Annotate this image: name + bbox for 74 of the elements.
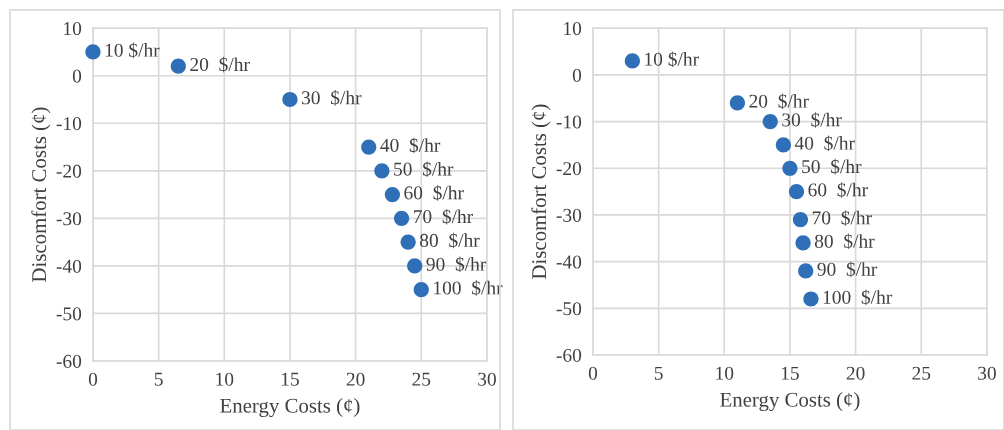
y-tick-label: -40 bbox=[56, 259, 82, 273]
y-tick-label: -20 bbox=[556, 162, 582, 176]
x-tick-label: 25 bbox=[912, 366, 931, 380]
annotation: 80 $/hr bbox=[814, 233, 875, 250]
x-tick-label: 5 bbox=[154, 372, 163, 386]
annotation: 50 $/hr bbox=[394, 161, 454, 177]
y-tick-label: -10 bbox=[556, 115, 582, 129]
annotation: 70 $/hr bbox=[413, 208, 474, 225]
y-tick-label: 10 bbox=[564, 22, 582, 36]
x-tick-label: 10 bbox=[716, 366, 734, 380]
point bbox=[795, 235, 811, 251]
y-tick-label: -30 bbox=[556, 208, 582, 222]
point bbox=[400, 234, 416, 250]
annotation: 70 $/hr bbox=[812, 210, 872, 226]
point bbox=[798, 263, 814, 279]
y-tick-label: -50 bbox=[56, 307, 82, 321]
point bbox=[775, 137, 791, 153]
annotation: 10 $/hr bbox=[105, 42, 160, 59]
point bbox=[624, 53, 640, 69]
point bbox=[170, 58, 186, 74]
annotation: 30 $/hr bbox=[302, 90, 362, 106]
x-tick-label: 20 bbox=[346, 372, 365, 386]
x-tick-label: 5 bbox=[654, 366, 663, 380]
point bbox=[282, 91, 298, 108]
point bbox=[384, 186, 400, 203]
y-tick-label: 0 bbox=[72, 69, 82, 83]
y-tick-label: -60 bbox=[556, 348, 582, 362]
annotation: 10 $/hr bbox=[645, 51, 699, 68]
y-tick-label: 0 bbox=[572, 68, 582, 82]
point bbox=[803, 291, 819, 307]
point bbox=[729, 95, 746, 111]
annotation: 90 $/hr bbox=[426, 256, 487, 273]
point bbox=[407, 258, 423, 274]
x-axis-title: Energy Costs (¢) bbox=[220, 398, 360, 418]
point bbox=[361, 139, 377, 155]
annotation: 100 $/hr bbox=[434, 280, 503, 296]
y-tick-label: -60 bbox=[56, 354, 82, 368]
annotation: 80 $/hr bbox=[420, 232, 480, 249]
point bbox=[374, 163, 390, 179]
annotation: 40 $/hr bbox=[380, 137, 441, 154]
point bbox=[782, 160, 798, 176]
y-tick-label: -20 bbox=[56, 164, 82, 178]
x-tick-label: 20 bbox=[846, 366, 865, 380]
y-axis-title: Discomfort Costs (¢) bbox=[31, 107, 51, 282]
annotation: 20 $/hr bbox=[749, 93, 809, 110]
y-tick-label: -40 bbox=[556, 255, 582, 269]
point bbox=[788, 184, 805, 200]
x-tick-label: 25 bbox=[412, 372, 431, 386]
x-tick-label: 0 bbox=[88, 372, 98, 386]
x-tick-label: 30 bbox=[478, 372, 496, 386]
point bbox=[85, 44, 101, 60]
x-tick-label: 10 bbox=[216, 372, 234, 386]
y-tick-label: -10 bbox=[56, 117, 82, 131]
annotation: 20 $/hr bbox=[190, 56, 250, 73]
annotation: 30 $/hr bbox=[782, 112, 842, 128]
annotation: 90 $/hr bbox=[817, 261, 878, 278]
y-tick-label: -30 bbox=[56, 212, 82, 226]
x-axis-title: Energy Costs (¢) bbox=[720, 392, 860, 412]
x-tick-label: 30 bbox=[978, 366, 996, 380]
point bbox=[792, 212, 809, 228]
point bbox=[393, 210, 410, 226]
x-tick-label: 15 bbox=[281, 372, 299, 386]
x-tick-label: 15 bbox=[781, 366, 799, 380]
annotation: 60 $/hr bbox=[808, 182, 868, 198]
annotation: 40 $/hr bbox=[794, 135, 855, 152]
annotation: 50 $/hr bbox=[802, 158, 862, 175]
point bbox=[762, 113, 778, 130]
y-tick-label: 10 bbox=[64, 21, 82, 36]
y-tick-label: -50 bbox=[556, 302, 582, 316]
point bbox=[413, 282, 429, 298]
x-tick-label: 0 bbox=[588, 366, 598, 380]
y-axis-title: Discomfort Costs (¢) bbox=[531, 104, 551, 279]
annotation: 60 $/hr bbox=[404, 185, 464, 201]
annotation: 100 $/hr bbox=[823, 289, 893, 306]
